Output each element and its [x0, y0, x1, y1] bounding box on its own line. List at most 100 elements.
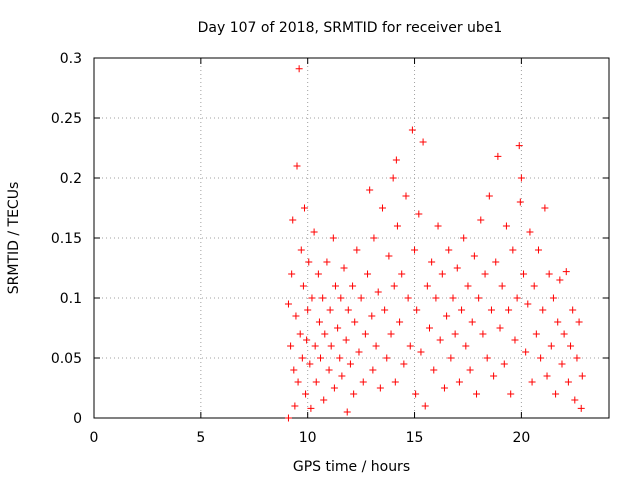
data-point [577, 404, 585, 412]
data-point [361, 330, 369, 338]
data-point [494, 152, 502, 160]
data-point [304, 306, 312, 314]
data-point [419, 138, 427, 146]
data-point [425, 324, 433, 332]
data-point [515, 142, 523, 150]
data-point [343, 408, 351, 416]
data-point [321, 330, 329, 338]
data-point [349, 282, 357, 290]
data-point [511, 336, 519, 344]
data-point [374, 288, 382, 296]
data-point [303, 336, 311, 344]
data-point [560, 330, 568, 338]
data-point [393, 222, 401, 230]
data-point [549, 294, 557, 302]
data-point [423, 282, 431, 290]
data-point [434, 222, 442, 230]
data-point [305, 258, 313, 266]
data-point [455, 378, 463, 386]
data-point [310, 228, 318, 236]
data-point [364, 270, 372, 278]
data-point [298, 354, 306, 362]
data-point [408, 126, 416, 134]
data-point [473, 390, 481, 398]
data-point [524, 300, 532, 308]
data-point [292, 312, 300, 320]
data-point [330, 384, 338, 392]
data-point [413, 306, 421, 314]
data-point [312, 378, 320, 386]
data-point [509, 246, 517, 254]
data-point [308, 294, 316, 302]
data-point [539, 306, 547, 314]
data-point [378, 204, 386, 212]
chart-title: Day 107 of 2018, SRMTID for receiver ube… [198, 20, 503, 36]
data-point [541, 204, 549, 212]
data-point [390, 282, 398, 290]
data-point [344, 306, 352, 314]
data-point [554, 318, 562, 326]
data-point [516, 198, 524, 206]
data-point [334, 324, 342, 332]
data-point [412, 390, 420, 398]
data-point [492, 258, 500, 266]
data-point [468, 318, 476, 326]
data-point [438, 270, 446, 278]
data-point [325, 366, 333, 374]
data-point [522, 348, 530, 356]
data-point [287, 342, 295, 350]
data-point [307, 404, 315, 412]
data-point [498, 282, 506, 290]
data-point [552, 390, 560, 398]
data-point [520, 270, 528, 278]
data-point [513, 294, 521, 302]
data-point [404, 294, 412, 302]
data-point [505, 306, 513, 314]
data-point [479, 330, 487, 338]
data-point [294, 378, 302, 386]
data-point [487, 306, 495, 314]
data-point [453, 264, 461, 272]
y-tick-label: 0 [73, 411, 82, 427]
data-point [475, 294, 483, 302]
data-point [547, 342, 555, 350]
data-point [464, 282, 472, 290]
x-tick-label: 5 [196, 430, 205, 446]
data-point [530, 282, 538, 290]
data-point [357, 294, 365, 302]
data-point [355, 348, 363, 356]
data-point [302, 390, 310, 398]
data-point [440, 384, 448, 392]
data-point [366, 186, 374, 194]
data-point [295, 65, 303, 73]
data-point [428, 258, 436, 266]
y-tick-label: 0.2 [60, 171, 82, 187]
x-tick-label: 15 [406, 430, 424, 446]
data-point [398, 270, 406, 278]
data-point [526, 228, 534, 236]
data-point [368, 312, 376, 320]
x-tick-label: 20 [512, 430, 530, 446]
data-point [289, 216, 297, 224]
data-point [400, 360, 408, 368]
data-point [449, 294, 457, 302]
x-tick-label: 0 [90, 430, 99, 446]
data-point [415, 210, 423, 218]
data-point [337, 294, 345, 302]
data-point [528, 378, 536, 386]
data-point [291, 402, 299, 410]
data-point [451, 330, 459, 338]
data-point [315, 318, 323, 326]
data-point [296, 330, 304, 338]
data-point [436, 336, 444, 344]
data-point [370, 234, 378, 242]
data-point [385, 252, 393, 260]
data-point [288, 270, 296, 278]
data-point [290, 366, 298, 374]
data-point [320, 396, 328, 404]
data-point [391, 378, 399, 386]
data-point [381, 306, 389, 314]
data-point [562, 268, 570, 276]
data-point [406, 342, 414, 350]
